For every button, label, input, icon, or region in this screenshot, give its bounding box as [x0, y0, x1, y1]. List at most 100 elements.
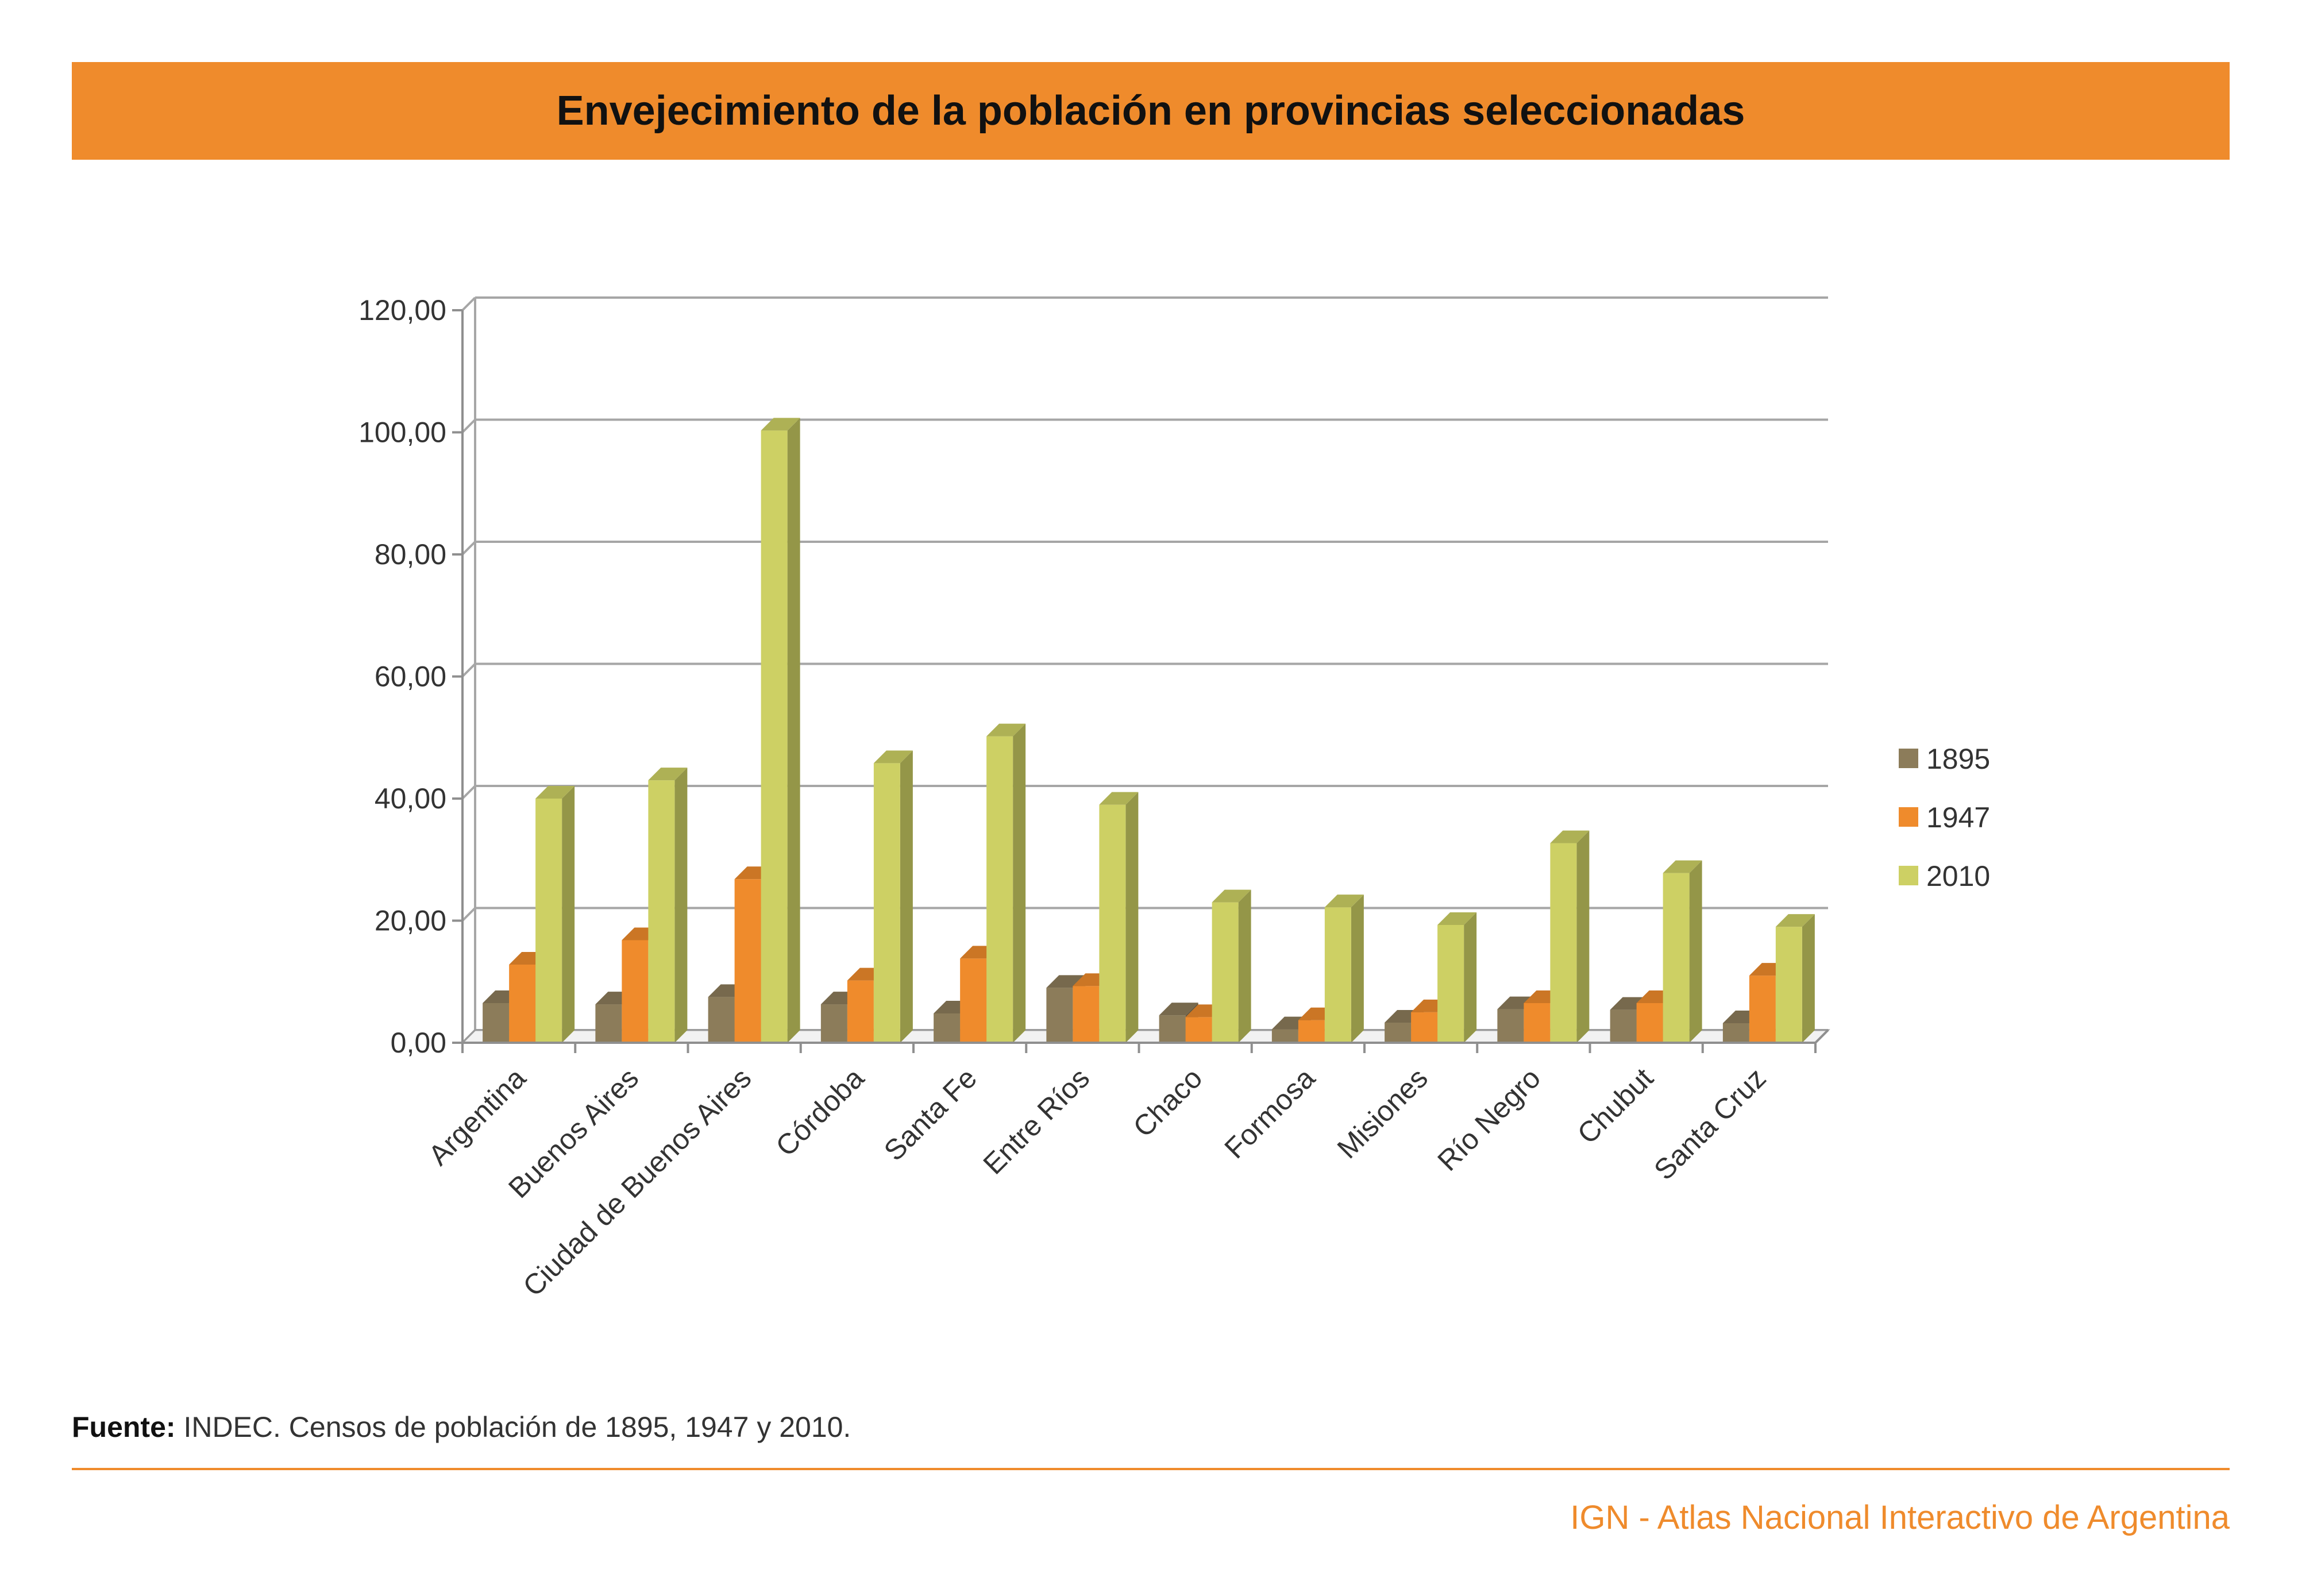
bar-top: [1099, 792, 1139, 805]
bar: [1385, 1022, 1412, 1043]
bar: [648, 780, 675, 1043]
bar: [934, 1013, 961, 1043]
bar: [1550, 843, 1577, 1043]
bar-side: [674, 768, 688, 1043]
bar-top: [986, 723, 1026, 737]
bar: [1185, 1017, 1212, 1043]
gridline-side: [461, 296, 476, 311]
x-axis-edge: [1814, 1029, 1829, 1044]
bar-side: [1238, 889, 1251, 1043]
bar-top: [1663, 860, 1702, 873]
bar: [734, 879, 761, 1043]
legend-label: 2010: [1926, 860, 1990, 892]
bar: [1722, 1023, 1749, 1043]
legend-label: 1895: [1926, 743, 1990, 775]
bar-top: [1159, 1003, 1198, 1016]
title-banner: Envejecimiento de la población en provin…: [72, 62, 2230, 160]
bar-chart: 0,00 20,00 40,00 60,00 80,00 100,00 120,00 Arge…: [358, 294, 1990, 1302]
bar-top: [648, 768, 688, 781]
footer-divider: [72, 1468, 2230, 1470]
x-tick-label: Chaco: [1127, 1062, 1209, 1143]
x-tick-label: Santa Fe: [878, 1062, 983, 1167]
legend-swatch: [1899, 807, 1918, 827]
source-text: INDEC. Censos de población de 1895, 1947…: [175, 1411, 851, 1443]
gridline-side: [461, 663, 476, 677]
gridline-side: [461, 541, 476, 556]
x-tick-label: Río Negro: [1431, 1062, 1547, 1177]
bar-side: [1576, 830, 1590, 1043]
bar-top: [1324, 895, 1364, 908]
footer-credit: IGN - Atlas Nacional Interactivo de Arge…: [1570, 1499, 2230, 1536]
legend-swatch: [1899, 749, 1918, 768]
bar: [820, 1004, 847, 1043]
bar-top: [1212, 889, 1251, 903]
bar: [1663, 873, 1690, 1043]
legend-label: 1947: [1926, 801, 1990, 834]
bar: [1749, 976, 1776, 1043]
y-tick-label: 100,00: [358, 417, 446, 449]
bar-side: [1125, 792, 1139, 1043]
bar-top: [1550, 830, 1590, 843]
x-tick-label: Santa Cruz: [1648, 1062, 1772, 1186]
y-tick-label: 40,00: [375, 782, 446, 815]
bar: [708, 997, 735, 1043]
y-tick-label: 20,00: [375, 905, 446, 937]
bar: [1212, 902, 1239, 1043]
bar: [535, 799, 562, 1043]
bar: [1099, 804, 1126, 1043]
bar: [960, 958, 987, 1043]
gridline-side: [461, 419, 476, 433]
x-tick-label: Ciudad de Buenos Aires: [516, 1062, 757, 1302]
bar: [1775, 927, 1802, 1043]
bar: [986, 736, 1013, 1043]
bar: [1610, 1009, 1637, 1043]
bar: [1497, 1009, 1524, 1043]
bar-side: [1464, 912, 1477, 1043]
x-tick-label: Entre Ríos: [977, 1062, 1096, 1181]
bar-top: [535, 786, 575, 799]
bar-side: [787, 418, 800, 1043]
gridline-side: [461, 785, 476, 800]
x-tick-label: Misiones: [1331, 1062, 1434, 1165]
bar-top: [1437, 912, 1477, 925]
bar: [622, 940, 649, 1043]
bar: [483, 1003, 510, 1043]
y-tick-label: 0,00: [391, 1027, 446, 1059]
legend-swatch: [1899, 866, 1918, 885]
gridline-side: [461, 907, 476, 922]
bar-top: [873, 750, 913, 764]
bar: [761, 430, 788, 1043]
y-tick-label: 80,00: [375, 538, 446, 570]
y-tick-label: 60,00: [375, 661, 446, 693]
bar: [1411, 1012, 1438, 1043]
bar-top: [1775, 914, 1815, 927]
bar: [1437, 924, 1464, 1043]
bar-side: [562, 786, 575, 1043]
bar-top: [761, 418, 800, 431]
x-tick-label: Formosa: [1219, 1062, 1321, 1165]
page-title: Envejecimiento de la población en provin…: [556, 88, 1745, 134]
x-tick-label: Argentina: [422, 1062, 532, 1171]
bar: [509, 965, 536, 1043]
bar-side: [1013, 723, 1026, 1043]
bar: [1271, 1029, 1298, 1043]
bar: [1159, 1015, 1186, 1043]
source-prefix: Fuente:: [72, 1411, 176, 1443]
bar: [1046, 988, 1073, 1043]
bar-side: [1802, 914, 1815, 1043]
bar-side: [1351, 895, 1364, 1043]
bar: [1524, 1003, 1551, 1043]
bar: [1324, 907, 1351, 1043]
bar-side: [1689, 860, 1702, 1043]
bar: [595, 1004, 622, 1043]
x-tick-label: Chubut: [1571, 1062, 1660, 1150]
x-tick-label: Córdoba: [769, 1062, 870, 1162]
bar-side: [900, 750, 913, 1043]
bar: [1073, 986, 1100, 1043]
bar: [847, 980, 874, 1043]
source-note: Fuente: INDEC. Censos de población de 18…: [72, 1410, 851, 1444]
bar: [1636, 1003, 1663, 1043]
bar: [1298, 1020, 1325, 1043]
bar: [873, 763, 900, 1043]
y-tick-label: 120,00: [358, 294, 446, 326]
